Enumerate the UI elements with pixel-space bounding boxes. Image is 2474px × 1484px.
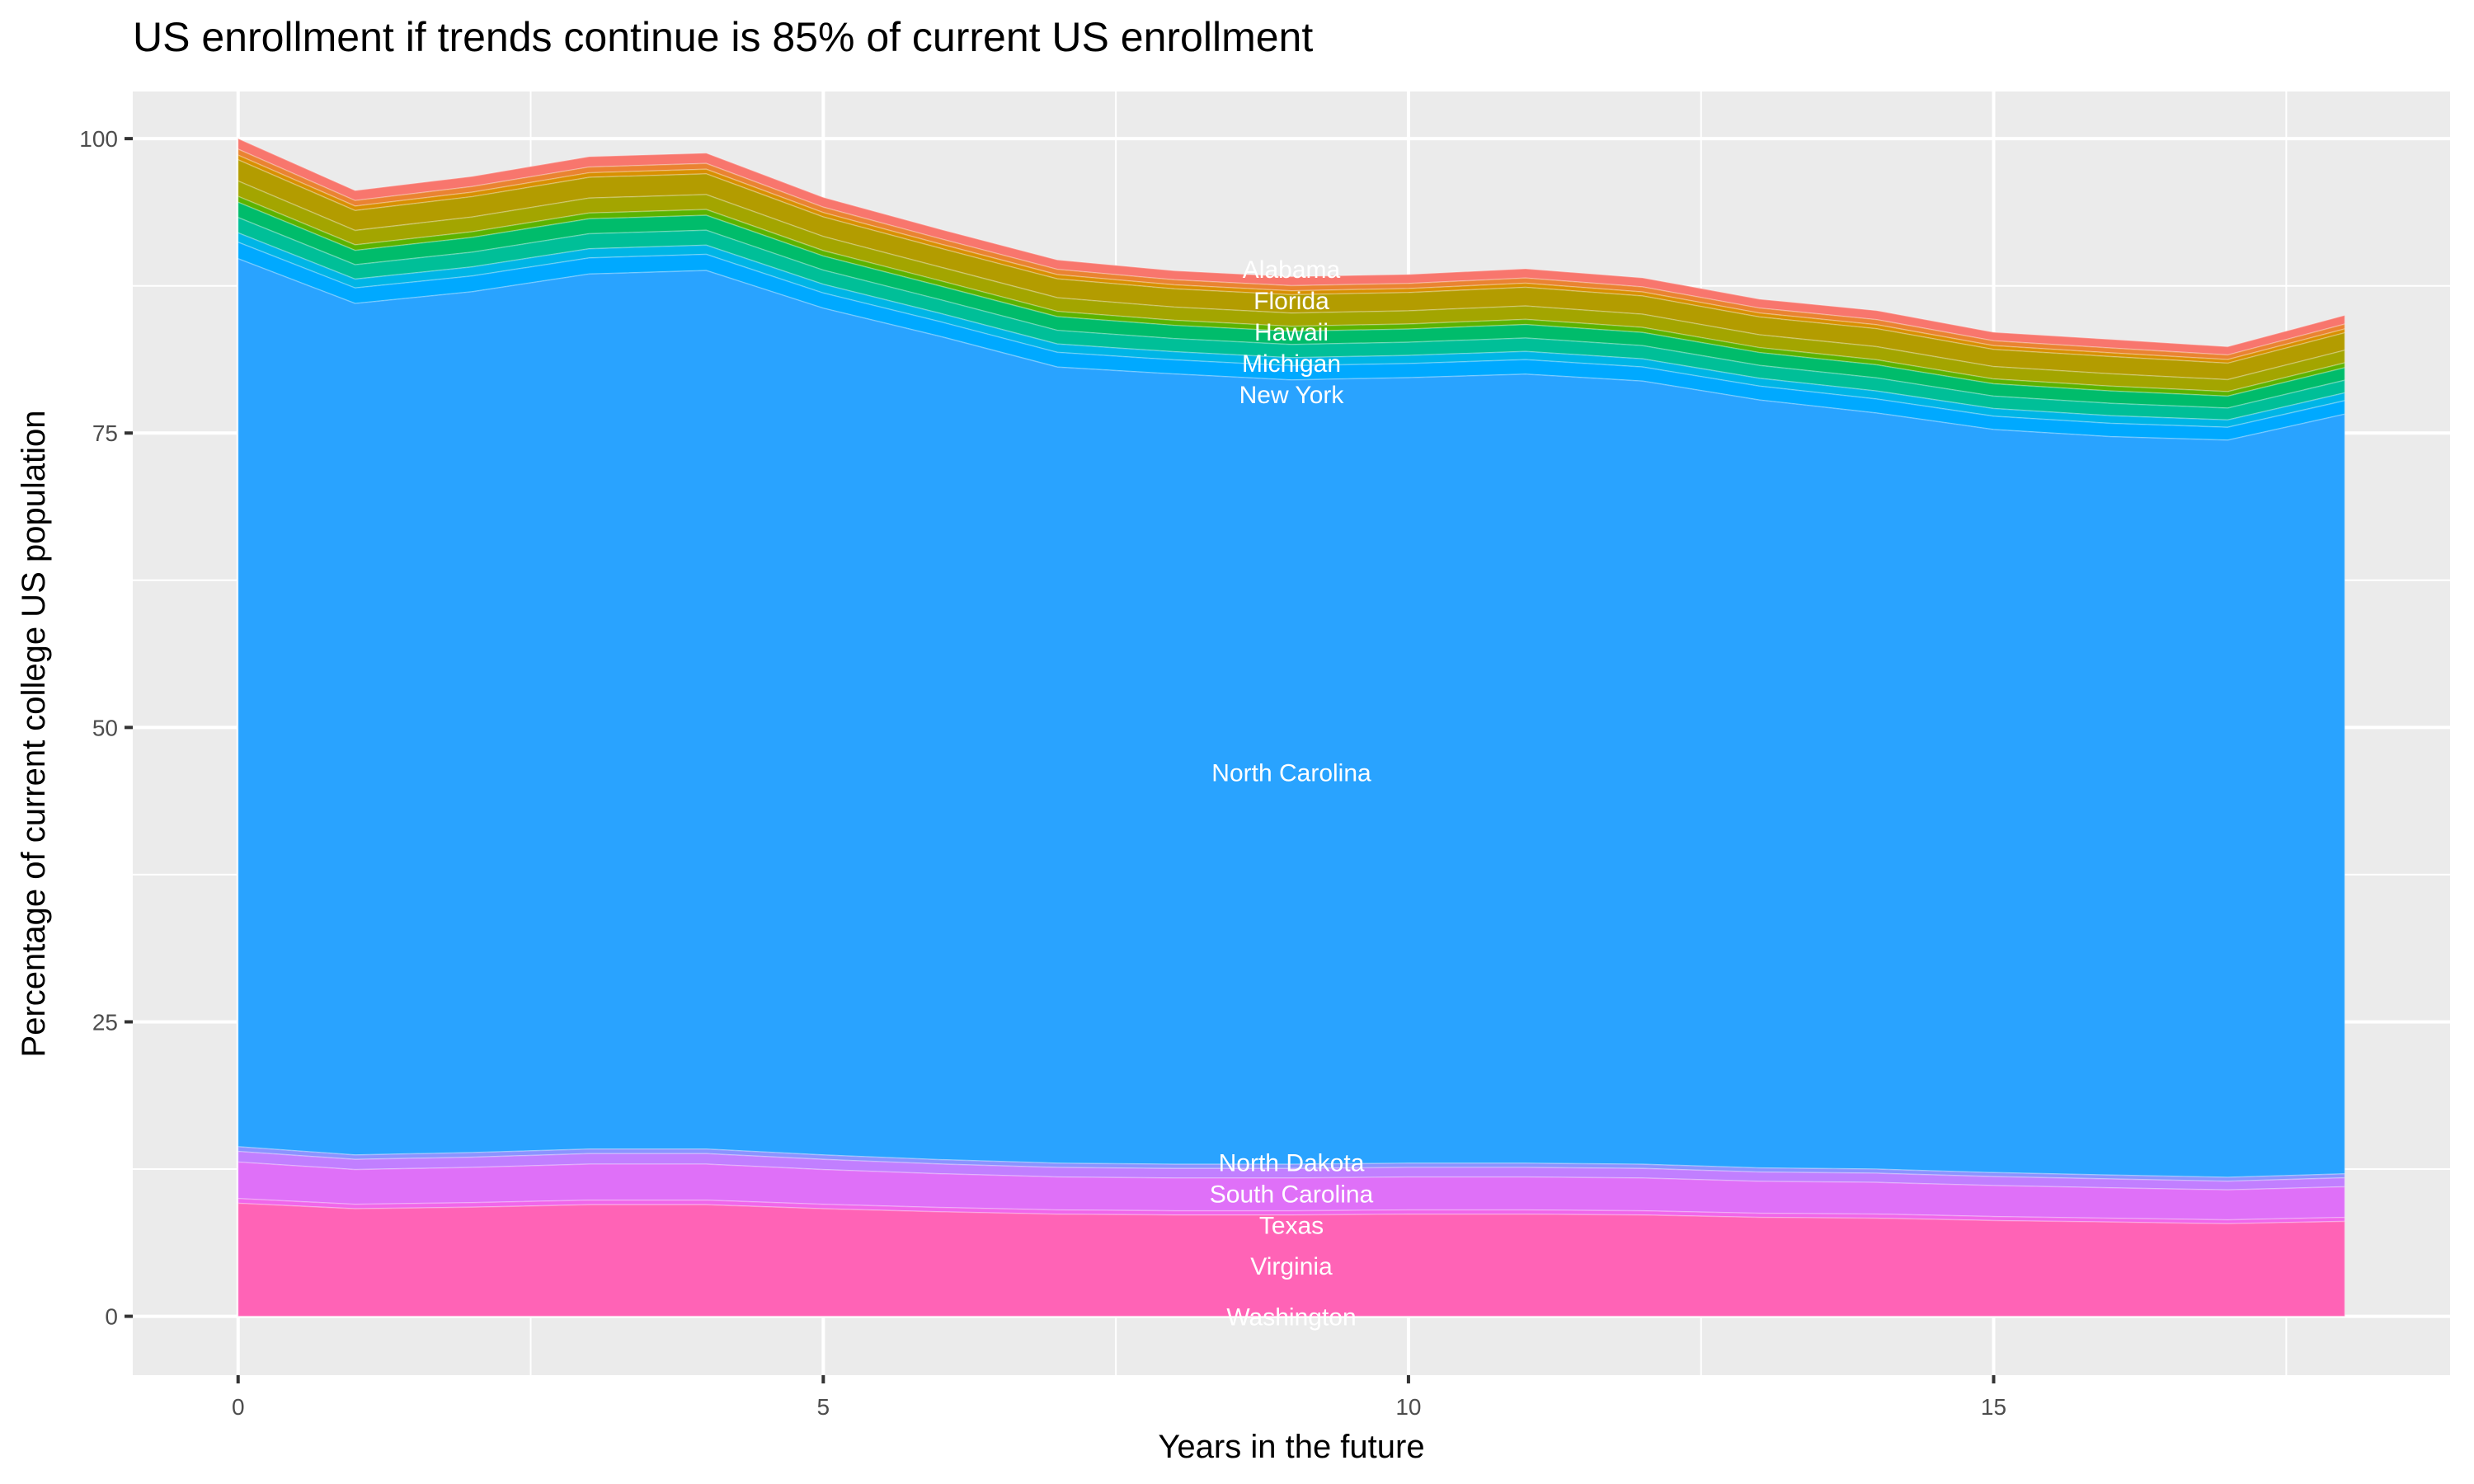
label-alabama: Alabama bbox=[1243, 256, 1341, 284]
x-tick-label: 0 bbox=[232, 1394, 245, 1420]
x-tick-label: 10 bbox=[1395, 1394, 1421, 1420]
label-virginia: Virginia bbox=[1250, 1253, 1333, 1280]
area-layers bbox=[237, 137, 2346, 1317]
x-tick-label: 5 bbox=[817, 1394, 830, 1420]
axes: 0 5 10 15 0 25 50 75 100 bbox=[79, 126, 2006, 1420]
area-virginia bbox=[237, 1202, 2346, 1317]
y-tick-label: 75 bbox=[92, 420, 118, 446]
y-axis-title: Percentage of current college US populat… bbox=[16, 411, 52, 1058]
label-north-carolina: North Carolina bbox=[1211, 759, 1371, 787]
label-north-dakota: North Dakota bbox=[1219, 1150, 1365, 1177]
chart-title: US enrollment if trends continue is 85% … bbox=[133, 14, 1313, 60]
label-washington: Washington bbox=[1226, 1304, 1356, 1331]
label-hawaii: Hawaii bbox=[1254, 319, 1329, 346]
y-tick-label: 25 bbox=[92, 1009, 118, 1035]
x-tick-label: 15 bbox=[1981, 1394, 2006, 1420]
label-new-york: New York bbox=[1239, 382, 1345, 409]
area-unlabeled-4 bbox=[237, 180, 2346, 392]
y-tick-label: 50 bbox=[92, 715, 118, 740]
area-hawaii bbox=[237, 201, 2346, 409]
layer-labels: Alabama Florida Hawaii Michigan New York Nort… bbox=[1210, 256, 1374, 1331]
x-axis-title: Years in the future bbox=[1158, 1429, 1424, 1465]
label-michigan: Michigan bbox=[1242, 350, 1341, 378]
y-tick-label: 100 bbox=[79, 126, 118, 152]
y-tick-label: 0 bbox=[105, 1304, 118, 1330]
label-texas: Texas bbox=[1259, 1213, 1324, 1240]
label-florida: Florida bbox=[1253, 288, 1329, 315]
area-unlabeled-11 bbox=[237, 1146, 2346, 1182]
label-south-carolina: South Carolina bbox=[1210, 1181, 1374, 1209]
